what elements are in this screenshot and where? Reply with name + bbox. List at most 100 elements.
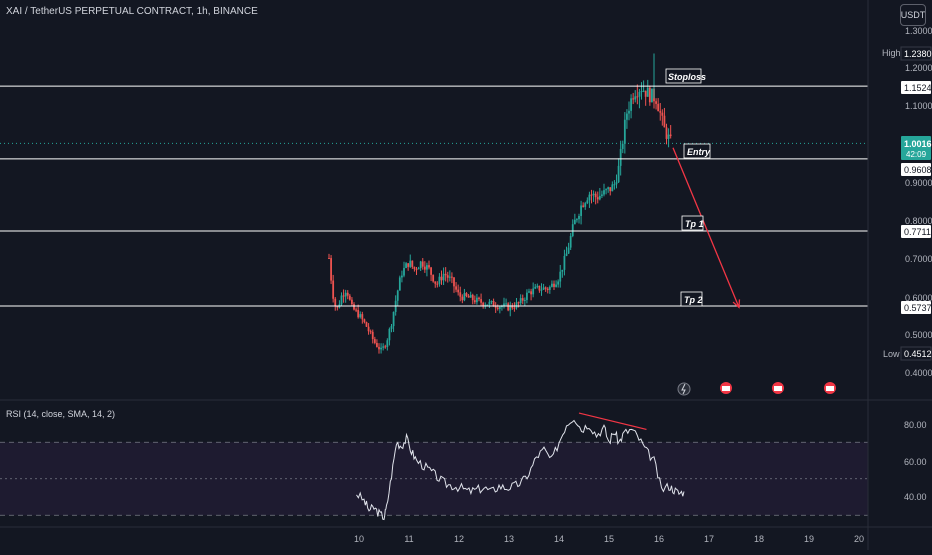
candle-body xyxy=(357,310,360,318)
candle-body xyxy=(396,290,399,301)
candle-body xyxy=(380,347,382,350)
candle-body xyxy=(513,307,516,309)
candle-body xyxy=(619,148,622,166)
levels-layer xyxy=(0,85,868,309)
tp1-annotation[interactable]: Tp 1 xyxy=(681,215,704,231)
price-tick-label: 0.7000 xyxy=(905,254,932,264)
candle-body xyxy=(507,303,510,311)
candle-body xyxy=(365,322,368,327)
candle-body xyxy=(542,287,545,290)
lightning-icon[interactable] xyxy=(677,382,691,396)
candle-body xyxy=(584,203,587,207)
candle-body xyxy=(432,274,435,282)
candle-body xyxy=(655,101,657,104)
candle-body xyxy=(596,197,599,200)
rsi-tick-label: 80.00 xyxy=(904,420,927,430)
price-axis[interactable]: 1.3000 1.2000 1.1000 0.9000 0.8000 0.700… xyxy=(905,26,932,378)
candle-body xyxy=(332,280,335,299)
candle-body xyxy=(644,90,647,97)
candle-body xyxy=(565,253,568,256)
candle-body xyxy=(403,267,405,276)
candle-body xyxy=(609,187,612,192)
candle-body xyxy=(423,266,426,270)
candle-body xyxy=(573,219,576,225)
candle-body xyxy=(586,200,589,204)
candle-body xyxy=(390,326,393,329)
candle-body xyxy=(526,292,528,300)
candle-body xyxy=(665,127,668,139)
candle-body xyxy=(457,289,460,293)
candle-body xyxy=(623,119,626,144)
stoploss-label: Stoploss xyxy=(668,72,706,82)
currency-button[interactable]: USDT xyxy=(900,4,926,26)
candle-body xyxy=(467,296,470,298)
candle-body xyxy=(546,288,549,290)
candle-body xyxy=(411,260,414,267)
candle-body xyxy=(419,261,422,269)
candle-body xyxy=(478,297,480,300)
event-markers[interactable] xyxy=(677,382,836,396)
candle-body xyxy=(413,266,416,270)
time-axis[interactable]: 10 11 12 13 14 15 16 17 18 19 20 xyxy=(354,534,864,544)
price-tick-label: 1.1000 xyxy=(905,101,932,111)
candle-body xyxy=(569,236,572,248)
candle-body xyxy=(344,292,347,297)
candle-body xyxy=(588,194,591,201)
candle-body xyxy=(578,215,580,220)
price-tick-label: 0.9000 xyxy=(905,178,932,188)
time-tick-label: 18 xyxy=(754,534,764,544)
candle-body xyxy=(555,284,557,287)
candle-body xyxy=(580,205,582,216)
candle-body xyxy=(611,184,614,192)
candle-body xyxy=(476,297,478,303)
time-tick-label: 14 xyxy=(554,534,564,544)
low-label: Low xyxy=(883,349,900,359)
candle-body xyxy=(490,300,493,302)
candle-body xyxy=(563,255,566,270)
candle-body xyxy=(603,190,605,195)
candle-body xyxy=(488,301,491,305)
rsi-tick-label: 60.00 xyxy=(904,457,927,467)
candle-body xyxy=(378,346,380,350)
candle-body xyxy=(336,305,339,308)
countdown: 42:09 xyxy=(906,150,927,159)
candle-body xyxy=(521,298,524,301)
candle-body xyxy=(538,285,541,291)
low-value: 0.4512 xyxy=(904,349,932,359)
candle-body xyxy=(548,286,551,290)
candle-body xyxy=(498,306,501,309)
candle-body xyxy=(607,187,610,190)
entry-annotation[interactable]: Entry xyxy=(683,143,711,159)
entry-label: Entry xyxy=(687,147,711,157)
candle-body xyxy=(576,219,578,221)
candle-body xyxy=(621,143,624,149)
candle-body xyxy=(669,134,672,137)
high-label: High xyxy=(882,48,901,58)
time-tick-label: 11 xyxy=(404,534,413,544)
stoploss-annotation[interactable]: Stoploss xyxy=(665,68,706,84)
time-tick-label: 10 xyxy=(354,534,364,544)
tp1-label: Tp 1 xyxy=(685,219,704,229)
candle-body xyxy=(355,309,357,311)
candle-body xyxy=(540,289,543,291)
time-tick-label: 12 xyxy=(454,534,464,544)
projection-arrow xyxy=(672,147,740,308)
candle-body xyxy=(532,288,535,295)
candle-body xyxy=(486,304,489,306)
candle-body xyxy=(515,302,518,308)
candle-body xyxy=(519,298,522,304)
tp2-annotation[interactable]: Tp 2 xyxy=(680,291,703,307)
candle-body xyxy=(480,299,482,303)
candle-body xyxy=(561,269,564,272)
candle-body xyxy=(651,88,653,103)
candle-body xyxy=(428,265,430,268)
candle-body xyxy=(632,98,635,100)
candle-body xyxy=(342,295,345,297)
candle-body xyxy=(648,87,651,103)
candle-body xyxy=(453,277,455,287)
candle-body xyxy=(496,307,499,309)
candle-body xyxy=(661,112,664,116)
candle-body xyxy=(469,294,472,298)
